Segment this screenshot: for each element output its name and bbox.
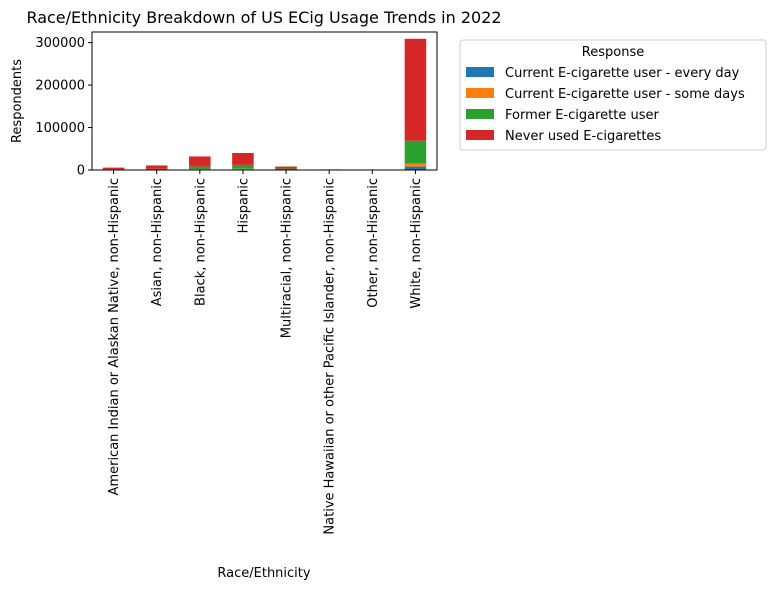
legend-label: Current E-cigarette user - some days [505,87,745,102]
chart-title: Race/Ethnicity Breakdown of US ECig Usag… [26,8,501,27]
x-tick-label: American Indian or Alaskan Native, non-H… [107,178,122,495]
x-tick-label: Other, non-Hispanic [366,178,381,308]
y-tick-label: 100000 [35,121,85,136]
bar-segment [145,168,168,170]
legend-label: Former E-cigarette user [505,108,659,123]
bar-segment [404,140,427,164]
legend-swatch [466,67,494,77]
x-tick-label: Hispanic [236,178,251,233]
x-tick-label: Asian, non-Hispanic [150,178,165,306]
x-tick-label: Black, non-Hispanic [193,178,208,306]
bar-segment [189,166,211,170]
bar-segment [275,168,297,170]
bar-segment [404,38,427,141]
bar-segment [102,167,125,170]
legend-swatch [466,109,494,119]
y-tick-label: 300000 [35,36,85,51]
y-tick-label: 200000 [35,79,85,94]
x-tick-label: Multiracial, non-Hispanic [280,178,295,338]
legend-swatch [466,88,494,98]
legend-label: Never used E-cigarettes [505,129,661,144]
x-tick-label: White, non-Hispanic [409,178,424,309]
bar-segment [275,166,297,169]
legend: Response Current E-cigarette user - ever… [459,39,767,151]
x-axis-label: Race/Ethnicity [217,566,310,581]
y-axis-label: Respondents [10,59,25,143]
legend-title: Response [582,45,644,60]
plot-frame [91,31,438,171]
bar-segment [189,156,211,167]
bar-segment [145,165,168,169]
legend-label: Current E-cigarette user - every day [505,66,740,81]
bar-segment [102,169,125,170]
x-axis: American Indian or Alaskan Native, non-H… [107,170,424,535]
bar-segment [232,168,254,170]
legend-swatch [466,130,494,140]
x-tick-label: Native Hawaiian or other Pacific Islande… [323,178,338,535]
bars-layer [102,38,427,170]
y-tick-label: 0 [77,164,85,179]
bar-segment [232,164,254,169]
y-axis: 0 100000 200000 300000 [35,36,92,179]
bar-segment [232,153,254,165]
bar-segment [404,163,427,167]
bar-segment [404,166,427,170]
legend-box [459,39,767,151]
